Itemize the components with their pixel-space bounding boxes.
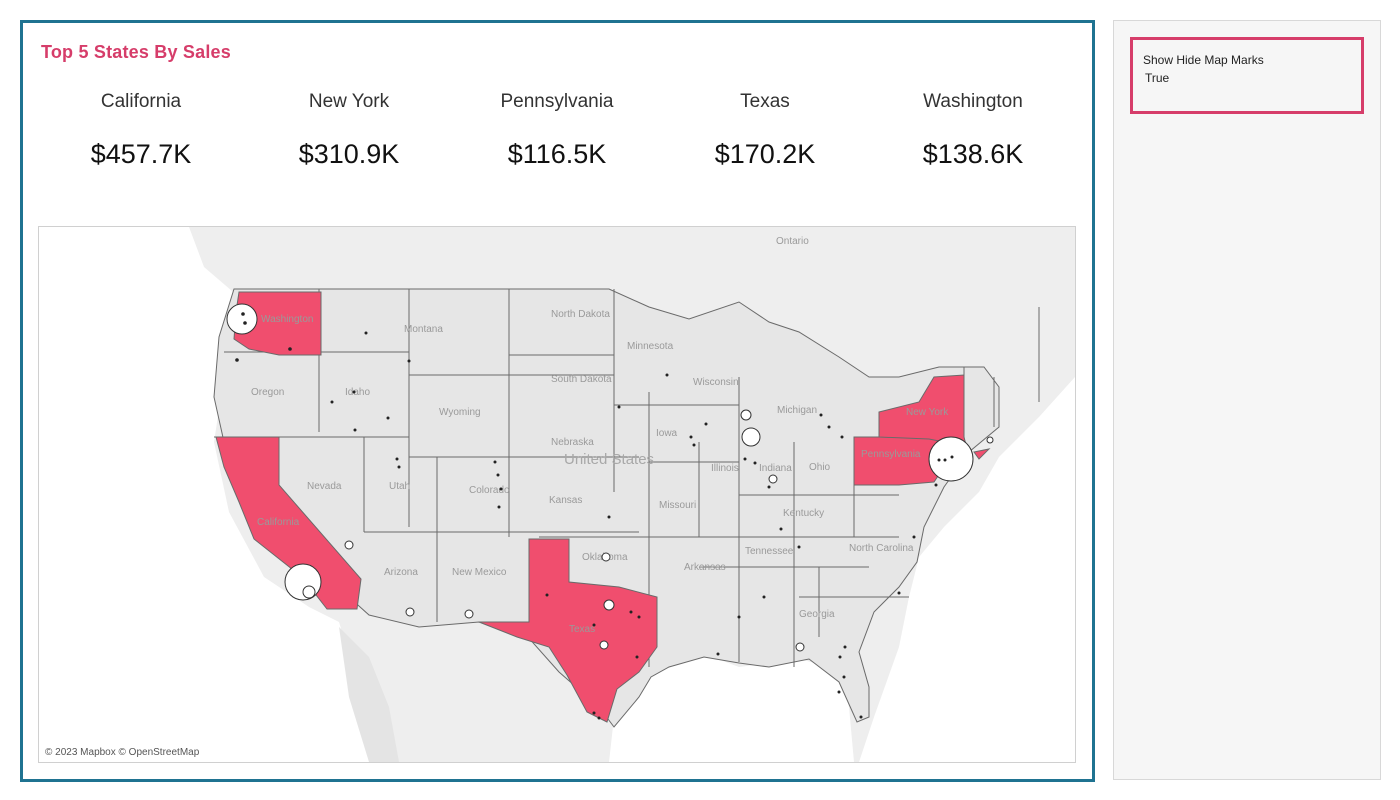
mark-houston[interactable] [599, 640, 609, 650]
kpi-california[interactable]: California $457.7K [37, 91, 245, 170]
small-city-dots [235, 312, 954, 720]
kpi-row: California $457.7K New York $310.9K Penn… [37, 91, 1077, 201]
mark-seattle[interactable] [226, 303, 258, 335]
kpi-pennsylvania[interactable]: Pennsylvania $116.5K [453, 91, 661, 170]
filter-side-panel: Show Hide Map Marks True [1113, 20, 1381, 780]
label-washington-map: Washington [261, 314, 313, 325]
state-new-york-long-island [973, 448, 991, 460]
label-ohio: Ohio [809, 462, 831, 473]
label-iowa: Iowa [656, 428, 678, 439]
label-indiana: Indiana [759, 463, 792, 474]
baja-california [339, 627, 399, 762]
label-new-mexico: New Mexico [452, 567, 507, 578]
label-arizona: Arizona [384, 567, 418, 578]
label-united-states: United States [564, 451, 654, 468]
label-michigan: Michigan [777, 405, 817, 416]
label-new-york-map: New York [906, 407, 949, 418]
us-land [213, 288, 1000, 728]
label-tennessee: Tennessee [745, 546, 794, 557]
mark-dallas[interactable] [603, 599, 615, 611]
kpi-state-name: New York [308, 91, 390, 112]
label-south-dakota: South Dakota [551, 374, 612, 385]
label-idaho: Idaho [345, 387, 370, 398]
kpi-sales-value: $310.9K [298, 139, 400, 169]
show-hide-map-marks-parameter[interactable]: Show Hide Map Marks True [1130, 37, 1364, 114]
label-ontario: Ontario [776, 236, 809, 247]
label-nevada: Nevada [307, 481, 342, 492]
label-missouri: Missouri [659, 500, 696, 511]
map-canvas[interactable]: Ontario Montana North Dakota Minnesota S… [39, 227, 1075, 762]
gulf-of-mexico [609, 642, 854, 762]
mark-phoenix[interactable] [405, 607, 415, 617]
mark-boston[interactable] [986, 436, 994, 444]
mark-las-vegas[interactable] [344, 540, 354, 550]
map-labels: Ontario Montana North Dakota Minnesota S… [251, 236, 949, 635]
dashboard-title: Top 5 States By Sales [41, 42, 231, 62]
label-arkansas: Arkansas [684, 562, 726, 573]
label-nebraska: Nebraska [551, 437, 594, 448]
label-kansas: Kansas [549, 495, 582, 506]
label-illinois: Illinois [711, 463, 739, 474]
mark-tucson[interactable] [464, 609, 474, 619]
label-wyoming: Wyoming [439, 407, 481, 418]
label-north-carolina: North Carolina [849, 543, 914, 554]
mark-milwaukee[interactable] [740, 409, 752, 421]
kpi-new-york[interactable]: New York $310.9K [245, 91, 453, 170]
state-texas[interactable] [478, 538, 658, 723]
mark-new-york-city[interactable] [928, 436, 974, 482]
label-texas-map: Texas [569, 624, 595, 635]
label-minnesota: Minnesota [627, 341, 674, 352]
label-utah: Utah [389, 481, 410, 492]
dashboard-frame: Top 5 States By Sales California $457.7K… [20, 20, 1095, 782]
mark-chicago[interactable] [741, 427, 761, 447]
kpi-state-name: Pennsylvania [500, 91, 614, 112]
map-attribution[interactable]: © 2023 Mapbox © OpenStreetMap [45, 747, 200, 758]
kpi-washington[interactable]: Washington $138.6K [869, 91, 1077, 170]
kpi-sales-value: $138.6K [922, 139, 1024, 169]
highlighted-states [215, 291, 991, 723]
pacific-ocean [39, 227, 379, 762]
label-georgia: Georgia [799, 609, 835, 620]
kpi-state-name: California [100, 91, 182, 112]
kpi-texas[interactable]: Texas $170.2K [661, 91, 869, 170]
mark-los-angeles[interactable] [284, 563, 322, 601]
atlantic-ocean [859, 377, 1075, 762]
label-california-map: California [257, 517, 300, 528]
mark-oklahoma-city[interactable] [601, 552, 611, 562]
kpi-sales-value: $457.7K [90, 139, 192, 169]
parameter-value-toggle[interactable]: True [1145, 71, 1170, 85]
mark-atlanta-south[interactable] [795, 642, 805, 652]
label-kentucky: Kentucky [783, 508, 824, 519]
kpi-state-name: Washington [923, 91, 1023, 112]
kpi-sales-value: $170.2K [714, 139, 816, 169]
mark-san-diego[interactable] [302, 585, 316, 599]
kpi-state-name: Texas [740, 91, 790, 112]
kpi-sales-value: $116.5K [507, 139, 607, 169]
us-sales-map[interactable]: Ontario Montana North Dakota Minnesota S… [38, 226, 1076, 763]
label-montana: Montana [404, 324, 443, 335]
label-wisconsin: Wisconsin [693, 377, 739, 388]
label-pennsylvania-map: Pennsylvania [861, 449, 921, 460]
label-oregon: Oregon [251, 387, 284, 398]
label-colorado: Colorado [469, 485, 510, 496]
parameter-label: Show Hide Map Marks [1143, 53, 1264, 67]
state-california[interactable] [215, 436, 362, 610]
mark-indianapolis[interactable] [768, 474, 778, 484]
sales-marks [226, 303, 994, 652]
label-north-dakota: North Dakota [551, 309, 610, 320]
